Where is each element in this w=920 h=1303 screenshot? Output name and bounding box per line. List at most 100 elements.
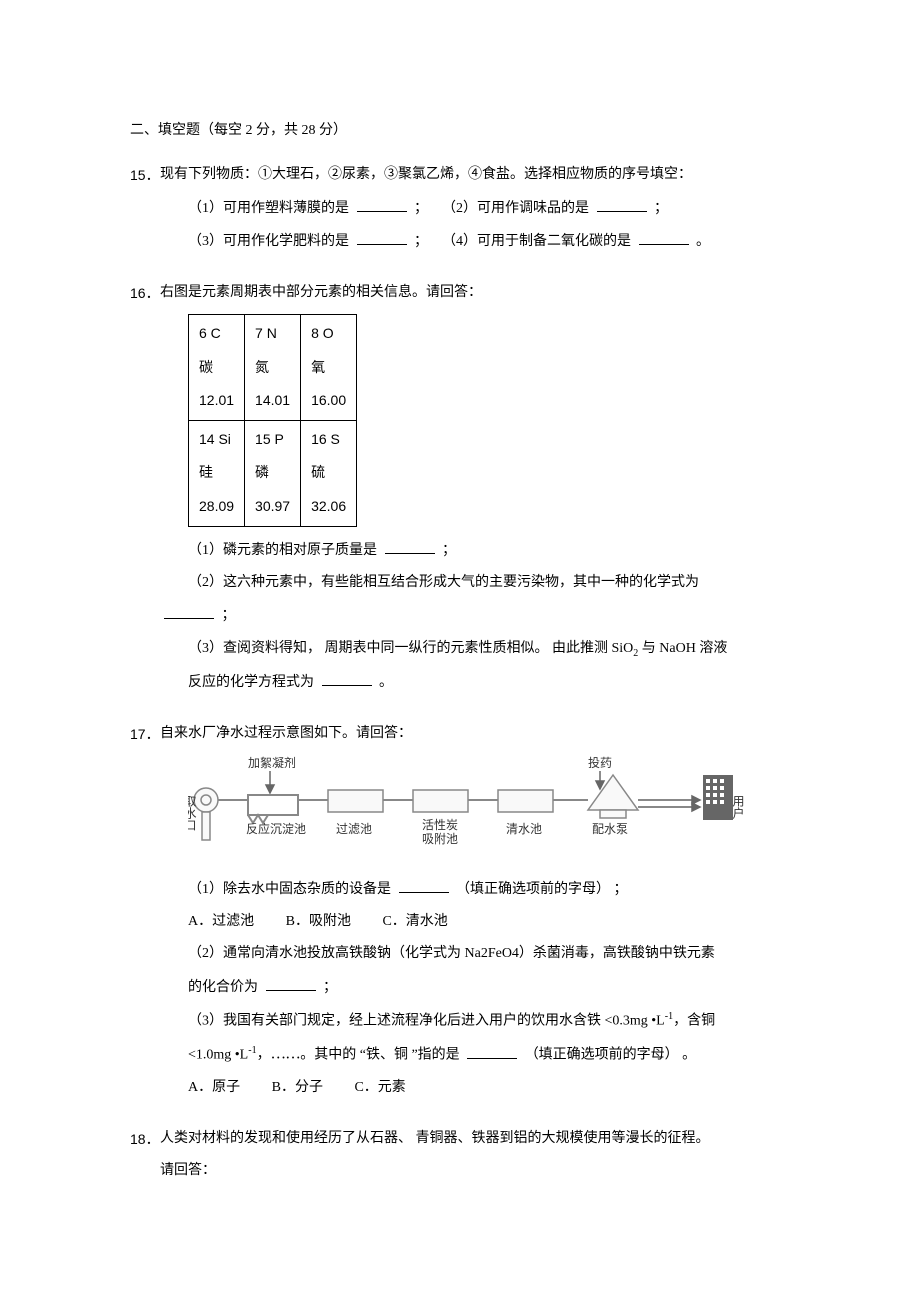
cell-mid: 磷 [255,464,269,480]
q15-p2b: ； [654,201,668,216]
blank-15-4[interactable] [639,230,689,245]
q17-p2b: 的化合价为 [188,980,258,995]
q15-row2: （3）可用作化学肥料的是 ； （4）可用于制备二氧化碳的是 。 [160,230,790,253]
q17-opts1: A．过滤池 B．吸附池 C．清水池 [160,911,790,933]
q15-row1: （1）可用作塑料薄膜的是 ； （2）可用作调味品的是 ； [160,197,790,220]
q16-p3a: （3）查阅资料得知， 周期表中同一纵行的元素性质相似。 由此推测 SiO [188,641,633,656]
carbon-label-top: 活性炭 [422,818,458,832]
section-title: 二、填空题（每空 2 分，共 28 分） [130,120,790,142]
question-15: 15． 现有下列物质：①大理石，②尿素，③聚氯乙烯，④食盐。选择相应物质的序号填… [130,164,790,263]
cell-mid: 硫 [311,464,325,480]
q17-p3b-head: <1.0mg •L [188,1048,248,1063]
q17-opts2: A．原子 B．分子 C．元素 [160,1077,790,1099]
coagulant-label: 加絮凝剂 [248,755,296,770]
intake-label: 取水口 [188,795,197,831]
q17-p3a: （3）我国有关部门规定，经上述流程净化后进入用户的饮用水含铁 <0.3mg •L [188,1014,665,1029]
q15-p1a: （1）可用作塑料薄膜的是 [188,201,349,216]
q15-p4b: 。 [696,234,710,249]
cell-top: 15 P [255,431,284,447]
q15-p4a: （4）可用于制备二氧化碳的是 [442,234,631,249]
q16-p1: （1）磷元素的相对原子质量是 ； [160,539,790,562]
opt-A: A．过滤池 [188,914,254,929]
q16-p2: （2）这六种元素中，有些能相互结合形成大气的主要污染物，其中一种的化学式为 [160,572,790,594]
cell-mid: 硅 [199,464,213,480]
clear-label: 清水池 [506,822,542,836]
q16-number: 16． [130,282,160,304]
cell-Si: 14 Si 硅 28.09 [189,420,245,526]
blank-15-3[interactable] [357,230,407,245]
q15-p2a: （2）可用作调味品的是 [442,201,589,216]
q15-body: 现有下列物质：①大理石，②尿素，③聚氯乙烯，④食盐。选择相应物质的序号填空： （… [160,164,790,263]
dose-label: 投药 [588,755,612,770]
q16-p3-line2: 反应的化学方程式为 。 [160,671,790,694]
cell-bot: 30.97 [255,498,290,514]
q17-p3-line2: <1.0mg •L-1，⋯⋯。其中的 “铁、铜 ”指的是 （填正确选项前的字母）… [160,1043,790,1067]
q16-stem: 右图是元素周期表中部分元素的相关信息。请回答： [160,282,790,304]
page-root: 二、填空题（每空 2 分，共 28 分） 15． 现有下列物质：①大理石，②尿素… [0,0,920,1303]
q17-p3b-mid: ，⋯⋯。其中的 “铁、铜 ”指的是 [257,1048,460,1063]
question-17: 17． 自来水厂净水过程示意图如下。请回答： 取水口 加絮凝剂 [130,723,790,1110]
table-row: 14 Si 硅 28.09 15 P 磷 30.97 16 S 硫 32.06 [189,420,357,526]
user-building-icon [703,775,733,820]
q16-p2b: ； [222,608,236,623]
q17-p3b-tail: （填正确选项前的字母） 。 [525,1048,697,1063]
blank-16-2[interactable] [164,604,214,619]
q15-p3b: ； [414,234,428,249]
cell-bot: 12.01 [199,392,234,408]
pump-label: 配水泵 [592,822,628,836]
q15-number: 15． [130,164,160,186]
sup-2: -1 [248,1045,256,1056]
blank-17-1[interactable] [399,878,449,893]
q16-p3b: 反应的化学方程式为 [188,675,314,690]
question-18: 18． 人类对材料的发现和使用经历了从石器、 青铜器、铁器到铝的大规模使用等漫长… [130,1128,790,1193]
q17-p1: （1）除去水中固态杂质的设备是 （填正确选项前的字母） ； [160,878,790,901]
opt2-C: C．元素 [354,1080,405,1095]
cell-O: 8 O 氧 16.00 [301,314,357,420]
opt-B: B．吸附池 [286,914,351,929]
blank-15-2[interactable] [597,197,647,212]
cell-C: 6 C 碳 12.01 [189,314,245,420]
blank-16-3[interactable] [322,671,372,686]
q17-p1b: （填正确选项前的字母） ； [456,882,628,897]
cell-P: 15 P 磷 30.97 [245,420,301,526]
q18-line2: 请回答： [160,1160,790,1182]
q17-p1a: （1）除去水中固态杂质的设备是 [188,882,391,897]
q15-p1b: ； [414,201,428,216]
cell-bot: 28.09 [199,498,234,514]
q16-p2-blank: ； [160,604,790,627]
cell-mid: 碳 [199,359,213,375]
opt-C: C．清水池 [382,914,447,929]
cell-bot: 32.06 [311,498,346,514]
q17-stem: 自来水厂净水过程示意图如下。请回答： [160,723,790,745]
opt2-B: B．分子 [272,1080,323,1095]
q17-p2c: ； [323,980,337,995]
periodic-table: 6 C 碳 12.01 7 N 氮 14.01 8 O 氧 16.00 [188,314,357,527]
q17-p2-line2: 的化合价为 ； [160,976,790,999]
blank-15-1[interactable] [357,197,407,212]
q17-number: 17． [130,723,160,745]
cell-mid: 氧 [311,359,325,375]
q15-stem: 现有下列物质：①大理石，②尿素，③聚氯乙烯，④食盐。选择相应物质的序号填空： [160,164,790,186]
cell-top: 6 C [199,325,221,341]
cell-top: 14 Si [199,431,231,447]
cell-top: 7 N [255,325,277,341]
q16-p1b: ； [442,543,456,558]
cell-S: 16 S 硫 32.06 [301,420,357,526]
cell-bot: 14.01 [255,392,290,408]
blank-16-1[interactable] [385,539,435,554]
water-process-diagram: 取水口 加絮凝剂 反应沉淀池 过滤池 [188,755,788,863]
q18-number: 18． [130,1128,160,1150]
opt2-A: A．原子 [188,1080,240,1095]
q17-p3a-tail: ，含铜 [673,1014,715,1029]
table-row: 6 C 碳 12.01 7 N 氮 14.01 8 O 氧 16.00 [189,314,357,420]
blank-17-3[interactable] [467,1044,517,1059]
cell-top: 16 S [311,431,340,447]
q16-p3-line1: （3）查阅资料得知， 周期表中同一纵行的元素性质相似。 由此推测 SiO2 与 … [160,638,790,662]
blank-17-2[interactable] [266,976,316,991]
q17-p2a: （2）通常向清水池投放高铁酸钠（化学式为 Na2FeO4）杀菌消毒，高铁酸钠中铁… [160,943,790,965]
q16-p3c: 。 [379,675,393,690]
q18-stem: 人类对材料的发现和使用经历了从石器、 青铜器、铁器到铝的大规模使用等漫长的征程。 [160,1128,790,1150]
q17-p3-line1: （3）我国有关部门规定，经上述流程净化后进入用户的饮用水含铁 <0.3mg •L… [160,1009,790,1033]
q16-body: 右图是元素周期表中部分元素的相关信息。请回答： 6 C 碳 12.01 7 N … [160,282,790,705]
question-16: 16． 右图是元素周期表中部分元素的相关信息。请回答： 6 C 碳 12.01 … [130,282,790,705]
